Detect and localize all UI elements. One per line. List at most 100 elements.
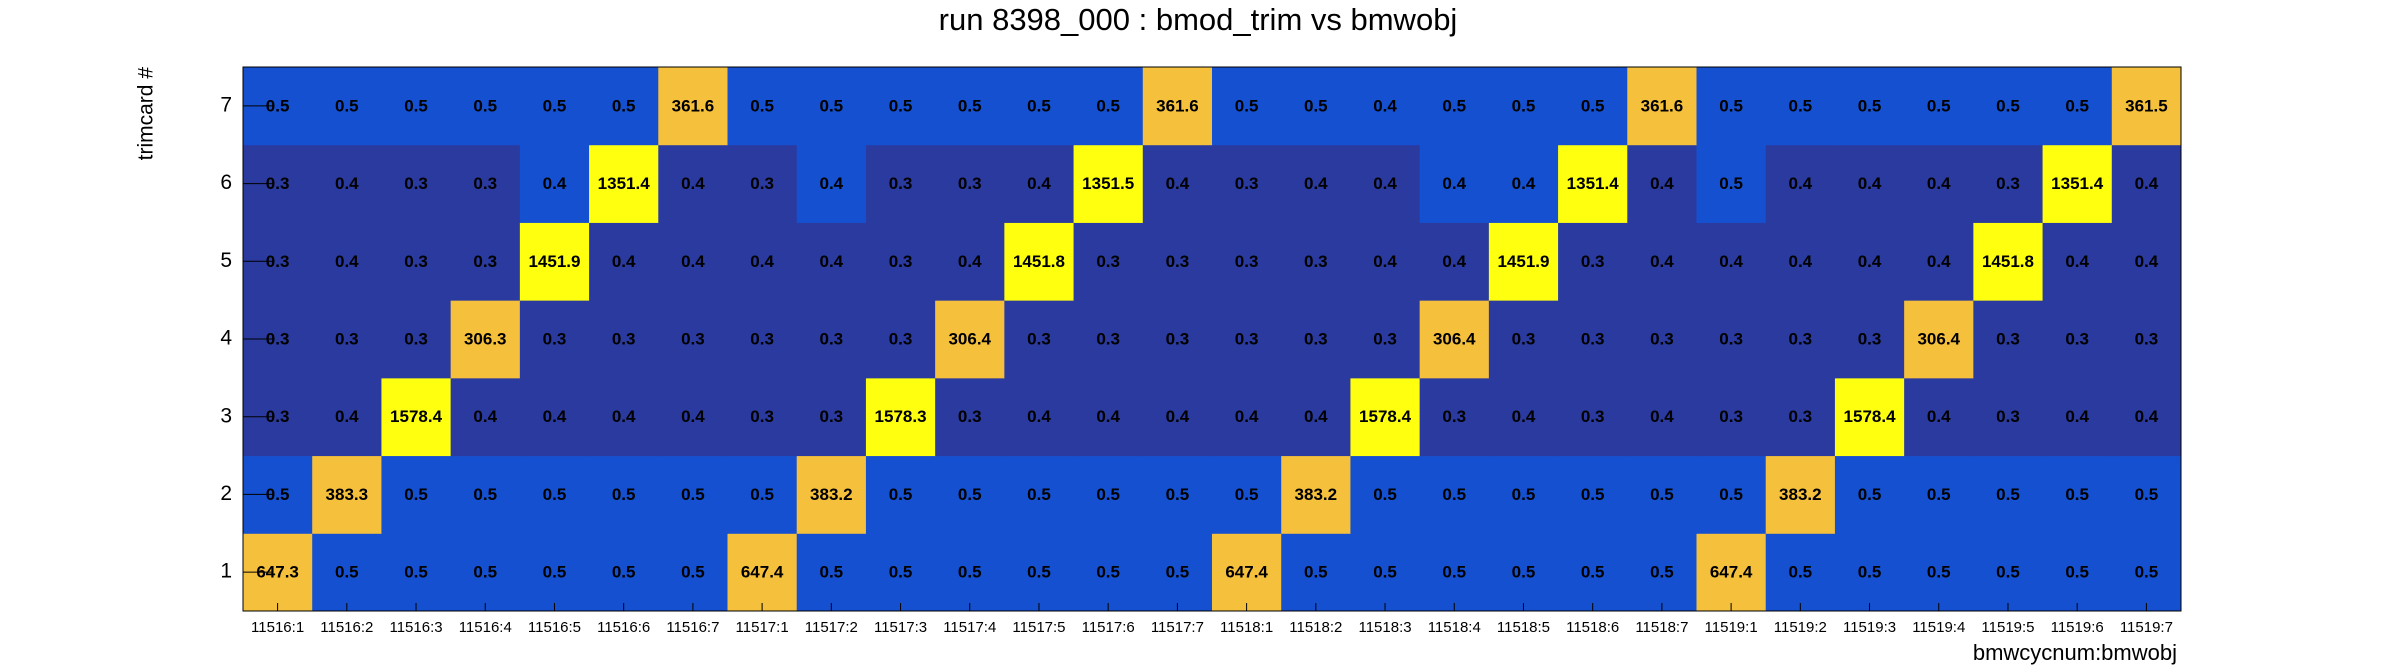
- heat-cell: [935, 67, 1005, 146]
- x-tick-label: 11519:7: [2120, 619, 2173, 636]
- heat-cell: [1488, 222, 1559, 301]
- heat-cell: [1073, 377, 1144, 457]
- cell-value-label: 0.4: [1512, 407, 1536, 426]
- heat-cell: [1488, 455, 1559, 534]
- heat-cell: [450, 377, 521, 457]
- cell-value-label: 0.3: [404, 174, 428, 193]
- heat-cell: [1073, 300, 1144, 379]
- cell-value-label: 0.3: [820, 329, 844, 348]
- cell-value-label: 0.4: [1442, 174, 1466, 193]
- heat-cell: [1073, 144, 1144, 223]
- x-tick-label: 11517:4: [943, 619, 996, 636]
- heat-cell: [865, 144, 936, 223]
- cell-value-label: 0.4: [2135, 252, 2159, 271]
- cell-value-label: 0.3: [1581, 407, 1605, 426]
- cell-value-label: 383.2: [1295, 485, 1338, 504]
- heat-cell: [2042, 377, 2113, 457]
- heat-cell: [589, 533, 659, 612]
- cell-value-label: 0.5: [266, 96, 290, 115]
- cell-value-label: 0.5: [1442, 563, 1466, 582]
- x-tick-label: 11519:6: [2051, 619, 2104, 636]
- cell-value-label: 0.5: [958, 96, 982, 115]
- heat-cell: [1765, 67, 1836, 146]
- cell-value-label: 0.4: [681, 252, 705, 271]
- heat-cell: [1558, 300, 1628, 379]
- heat-cell: [658, 377, 728, 457]
- cell-value-label: 0.4: [1650, 252, 1674, 271]
- cell-value-label: 0.3: [1650, 329, 1674, 348]
- cell-value-label: 0.3: [1166, 252, 1190, 271]
- cell-value-label: 0.4: [750, 252, 774, 271]
- heat-cell: [1350, 533, 1421, 612]
- heat-cell: [1350, 67, 1421, 146]
- heat-cell: [1488, 300, 1559, 379]
- heat-cell: [1212, 222, 1282, 301]
- heat-cell: [1834, 377, 1905, 457]
- cell-value-label: 0.5: [1512, 563, 1536, 582]
- cell-value-label: 0.5: [1581, 96, 1605, 115]
- heat-cell: [727, 144, 798, 223]
- cell-value-label: 306.3: [464, 329, 507, 348]
- heat-cell: [381, 222, 452, 301]
- cell-value-label: 0.5: [1719, 174, 1743, 193]
- cell-value-label: 0.4: [1373, 96, 1397, 115]
- heat-cell: [796, 144, 867, 223]
- heat-cell: [1834, 67, 1905, 146]
- heat-cell: [2111, 300, 2182, 379]
- heat-cell: [1419, 144, 1490, 223]
- cell-value-label: 0.5: [1650, 563, 1674, 582]
- cell-value-label: 0.5: [543, 96, 567, 115]
- heat-cell: [1212, 455, 1282, 534]
- x-tick-label: 11518:2: [1289, 619, 1342, 636]
- heat-cell: [1281, 222, 1351, 301]
- heat-cell: [450, 300, 521, 379]
- heat-cell: [1212, 533, 1282, 612]
- cell-value-label: 0.5: [335, 96, 359, 115]
- cell-value-label: 0.3: [820, 407, 844, 426]
- heat-cell: [1834, 222, 1905, 301]
- x-tick-label: 11519:2: [1774, 619, 1827, 636]
- cell-value-label: 0.3: [1719, 329, 1743, 348]
- cell-value-label: 0.5: [958, 485, 982, 504]
- heat-cell: [1004, 300, 1075, 379]
- cell-value-label: 0.5: [1858, 96, 1882, 115]
- x-tick-label: 11518:5: [1497, 619, 1550, 636]
- cell-value-label: 0.4: [1927, 174, 1951, 193]
- heat-cell: [381, 377, 452, 457]
- cell-value-label: 0.5: [1442, 96, 1466, 115]
- cell-value-label: 647.3: [256, 563, 299, 582]
- cell-value-label: 0.4: [1027, 407, 1051, 426]
- heat-cell: [589, 144, 659, 223]
- heat-cell: [658, 455, 728, 534]
- cell-value-label: 0.3: [2135, 329, 2159, 348]
- cell-value-label: 0.5: [1996, 485, 2020, 504]
- heat-cell: [2111, 455, 2182, 534]
- cell-value-label: 0.5: [2135, 485, 2159, 504]
- cell-value-label: 383.2: [1779, 485, 1822, 504]
- heat-cell: [1281, 455, 1351, 534]
- heat-cell: [796, 377, 867, 457]
- cell-value-label: 0.4: [820, 174, 844, 193]
- heat-cell: [1004, 222, 1075, 301]
- cell-value-label: 0.5: [1166, 485, 1190, 504]
- cell-value-label: 0.4: [335, 174, 359, 193]
- heat-cell: [1973, 377, 2044, 457]
- cell-value-label: 0.5: [1927, 96, 1951, 115]
- cell-value-label: 306.4: [948, 329, 991, 348]
- cell-value-label: 0.3: [1996, 407, 2020, 426]
- heat-cell: [1004, 144, 1075, 223]
- cell-value-label: 1451.9: [528, 252, 580, 271]
- heat-cell: [312, 377, 382, 457]
- x-tick-label: 11516:4: [459, 619, 512, 636]
- cell-value-label: 0.5: [266, 485, 290, 504]
- cell-value-label: 0.3: [404, 252, 428, 271]
- heat-cell: [1627, 222, 1697, 301]
- x-tick-label: 11516:2: [320, 619, 373, 636]
- heat-cell: [1350, 222, 1421, 301]
- x-tick-label: 11519:1: [1705, 619, 1758, 636]
- cell-value-label: 0.4: [1650, 174, 1674, 193]
- cell-value-label: 0.5: [404, 563, 428, 582]
- cell-value-label: 0.5: [404, 96, 428, 115]
- cell-value-label: 0.4: [1304, 174, 1328, 193]
- heat-cell: [796, 222, 867, 301]
